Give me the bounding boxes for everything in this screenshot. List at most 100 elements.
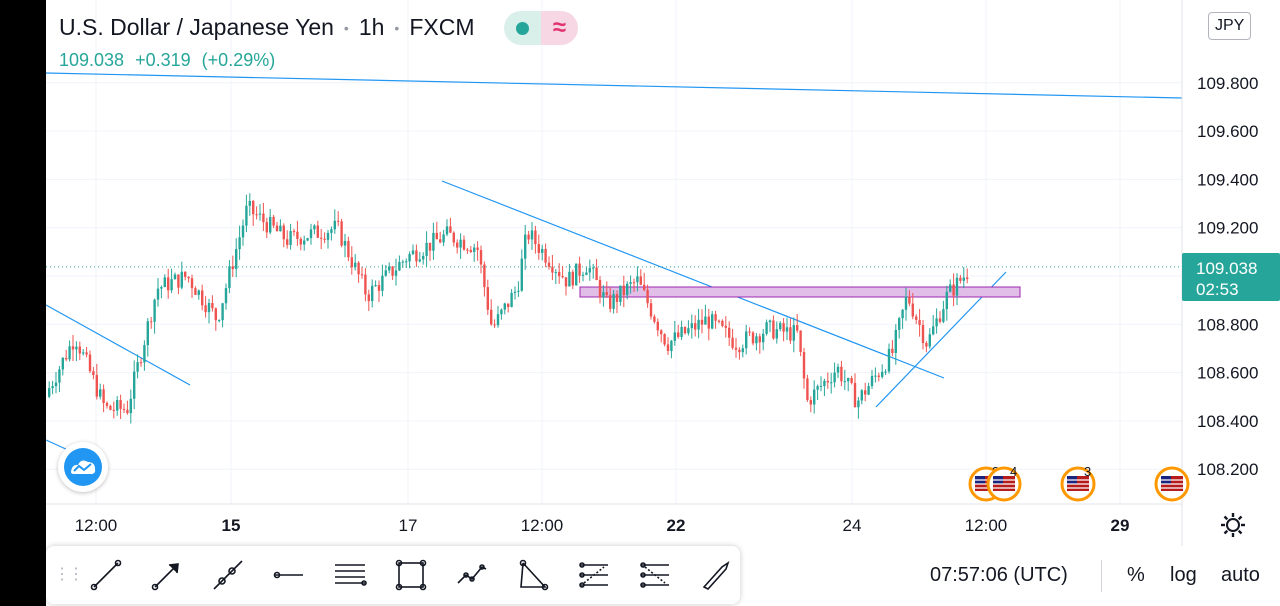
chart-settings-gear-icon[interactable] bbox=[1220, 512, 1246, 538]
time-axis-label: 12:00 bbox=[965, 516, 1008, 535]
fib-retracement-tool[interactable] bbox=[572, 555, 616, 595]
candle-body bbox=[187, 276, 190, 279]
long-trend-line[interactable] bbox=[46, 72, 1183, 99]
candle-body bbox=[541, 248, 544, 253]
candle-body bbox=[537, 244, 540, 253]
rectangle-tool[interactable] bbox=[389, 555, 433, 595]
candle-body bbox=[666, 344, 670, 351]
bar-countdown: 02:53 bbox=[1196, 280, 1239, 299]
candle-body bbox=[245, 205, 248, 226]
parallel-channel-tool[interactable] bbox=[328, 555, 372, 595]
candle-body bbox=[337, 220, 340, 222]
candle-body bbox=[653, 316, 656, 322]
candle-body bbox=[840, 366, 843, 382]
economic-event-flag[interactable]: 4 bbox=[986, 464, 1022, 502]
percent-scale-toggle[interactable]: % bbox=[1127, 564, 1145, 586]
price-change: +0.319 bbox=[135, 50, 191, 70]
symbol-name: U.S. Dollar / Japanese Yen bbox=[59, 14, 334, 40]
utc-clock[interactable]: 07:57:06 (UTC) bbox=[930, 564, 1068, 586]
candle-body bbox=[683, 327, 687, 334]
candle-body bbox=[146, 321, 149, 346]
resistance-zone-rectangle[interactable] bbox=[579, 286, 1021, 298]
candle-body bbox=[945, 291, 948, 310]
candle-body bbox=[687, 328, 690, 334]
economic-event-flag[interactable] bbox=[1154, 466, 1190, 502]
candle-body bbox=[95, 375, 98, 397]
candle-body bbox=[758, 336, 761, 343]
tradingview-logo-button[interactable] bbox=[58, 442, 108, 492]
horizontal-ray-tool[interactable] bbox=[267, 555, 311, 595]
candle-body bbox=[588, 268, 591, 273]
last-price: 109.038 bbox=[59, 50, 125, 70]
candle-body bbox=[711, 314, 714, 329]
candle-body bbox=[717, 320, 721, 322]
candle-body bbox=[316, 225, 319, 238]
candle-body bbox=[235, 249, 238, 270]
candle-body bbox=[398, 262, 401, 271]
last-price-tag[interactable] bbox=[1182, 253, 1280, 301]
candle-body bbox=[513, 291, 517, 293]
candle-body bbox=[459, 239, 462, 248]
candle-body bbox=[918, 319, 921, 326]
candle-body bbox=[330, 229, 333, 233]
candle-body bbox=[211, 302, 214, 309]
price-axis-label: 108.800 bbox=[1197, 315, 1258, 334]
candle-body bbox=[490, 309, 493, 325]
currency-badge[interactable]: JPY bbox=[1208, 12, 1252, 40]
candle-body bbox=[88, 354, 92, 372]
candle-body bbox=[585, 272, 588, 275]
candle-body bbox=[309, 229, 313, 239]
candle-body bbox=[775, 329, 778, 339]
rectangle-icon bbox=[395, 559, 427, 591]
price-axis-label: 109.200 bbox=[1197, 219, 1258, 238]
candle-body bbox=[262, 213, 265, 223]
candle-body bbox=[864, 390, 867, 395]
candle-body bbox=[479, 249, 483, 265]
candle-body bbox=[425, 242, 428, 256]
divider bbox=[1101, 560, 1102, 592]
bottom-bar: ⋮⋮ 07:57:06 (UTC) % log auto bbox=[46, 546, 1280, 606]
descending-trend-line[interactable] bbox=[441, 180, 945, 379]
log-scale-toggle[interactable]: log bbox=[1170, 564, 1197, 586]
brush-tool[interactable] bbox=[694, 555, 738, 595]
trend-line-tool[interactable] bbox=[84, 555, 128, 595]
market-status-pill[interactable]: ≈ bbox=[504, 11, 578, 45]
candle-body bbox=[194, 288, 197, 295]
candle-body bbox=[54, 382, 58, 387]
candle-body bbox=[139, 362, 143, 364]
trend-line[interactable] bbox=[46, 304, 191, 386]
candle-body bbox=[751, 332, 755, 344]
economic-event-flag[interactable]: 3 bbox=[1060, 464, 1096, 502]
exchange-label: FXCM bbox=[409, 14, 475, 40]
candle-body bbox=[714, 314, 717, 321]
candle-body bbox=[473, 247, 476, 252]
candle-body bbox=[928, 334, 931, 347]
candle-body bbox=[153, 299, 156, 322]
candle-body bbox=[119, 400, 122, 409]
drag-handle-icon[interactable]: ⋮⋮ bbox=[54, 566, 84, 583]
ray-tool[interactable] bbox=[206, 555, 250, 595]
time-axis-label: 17 bbox=[399, 516, 418, 535]
candle-body bbox=[554, 271, 557, 273]
candle-body bbox=[741, 348, 744, 353]
auto-scale-toggle[interactable]: auto bbox=[1221, 564, 1260, 586]
path-tool[interactable] bbox=[450, 555, 494, 595]
candle-body bbox=[343, 240, 347, 246]
candle-body bbox=[707, 316, 710, 329]
interval-label[interactable]: 1h bbox=[358, 14, 385, 40]
candle-body bbox=[51, 386, 54, 389]
candle-body bbox=[408, 254, 411, 262]
candle-body bbox=[449, 226, 452, 233]
price-axis-label: 109.800 bbox=[1197, 74, 1258, 93]
candle-body bbox=[296, 231, 299, 239]
candle-body bbox=[884, 371, 887, 373]
triangle-tool[interactable] bbox=[511, 555, 555, 595]
arrow-tool[interactable] bbox=[145, 555, 189, 595]
symbol-title[interactable]: U.S. Dollar / Japanese Yen • 1h • FXCM bbox=[59, 14, 474, 41]
fib-extension-tool[interactable] bbox=[633, 555, 677, 595]
candle-body bbox=[602, 292, 605, 298]
price-chart[interactable]: 109.800 109.600 109.400 109.200 108.800 108.6… bbox=[46, 0, 1280, 546]
candle-body bbox=[826, 380, 829, 383]
candle-body bbox=[102, 389, 105, 403]
price-axis-label: 109.400 bbox=[1197, 170, 1258, 189]
